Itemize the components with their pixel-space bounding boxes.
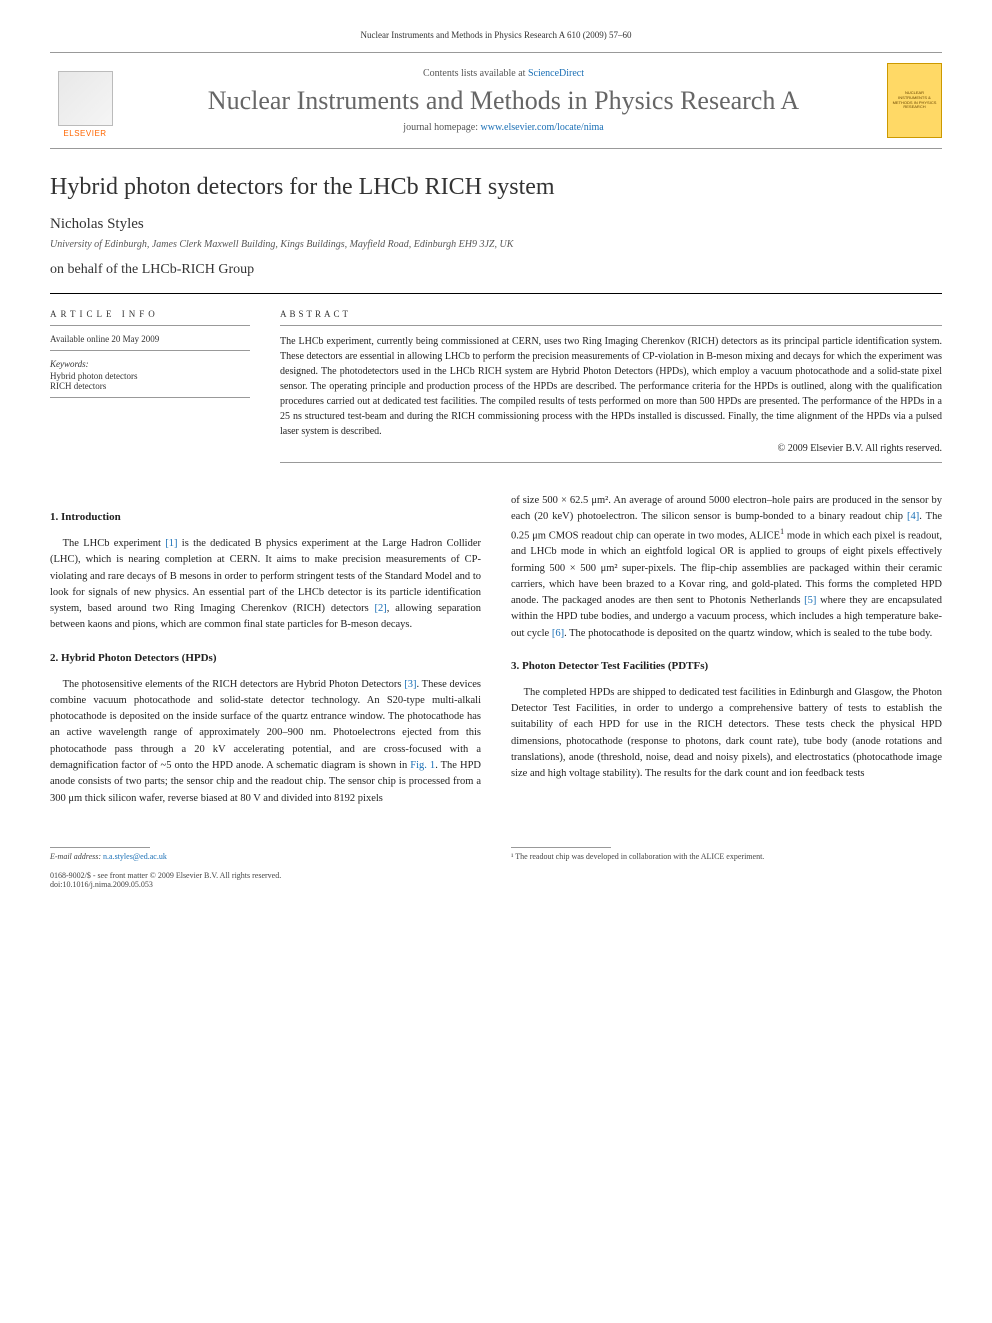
homepage-line: journal homepage: www.elsevier.com/locat… (130, 122, 877, 133)
fig-1-link[interactable]: Fig. 1 (410, 760, 435, 771)
ref-2-link[interactable]: [2] (375, 603, 387, 614)
article-info-block: ARTICLE INFO Available online 20 May 200… (50, 309, 250, 463)
footer-divider (50, 847, 150, 848)
section-2-paragraph-1: The photosensitive elements of the RICH … (50, 677, 481, 807)
abstract-copyright: © 2009 Elsevier B.V. All rights reserved… (280, 443, 942, 463)
masthead-center: Contents lists available at ScienceDirec… (120, 68, 887, 133)
journal-name: Nuclear Instruments and Methods in Physi… (130, 85, 877, 116)
footer-right: ¹ The readout chip was developed in coll… (511, 847, 942, 889)
journal-cover-thumbnail: NUCLEAR INSTRUMENTS & METHODS IN PHYSICS… (887, 63, 942, 138)
divider (50, 293, 942, 294)
masthead: ELSEVIER Contents lists available at Sci… (50, 52, 942, 149)
contents-prefix: Contents lists available at (423, 68, 528, 79)
ref-1-link[interactable]: [1] (165, 538, 177, 549)
on-behalf-line: on behalf of the LHCb-RICH Group (50, 262, 942, 278)
abstract-heading: ABSTRACT (280, 309, 942, 326)
keyword-2: RICH detectors (50, 381, 250, 391)
ref-6-link[interactable]: [6] (552, 628, 564, 639)
keyword-1: Hybrid photon detectors (50, 371, 250, 381)
ref-5-link[interactable]: [5] (804, 595, 816, 606)
body-columns: 1. Introduction The LHCb experiment [1] … (50, 493, 942, 807)
left-column: 1. Introduction The LHCb experiment [1] … (50, 493, 481, 807)
email-line: E-mail address: n.a.styles@ed.ac.uk (50, 852, 481, 861)
info-abstract-row: ARTICLE INFO Available online 20 May 200… (50, 309, 942, 463)
ref-4-link[interactable]: [4] (907, 511, 919, 522)
article-title: Hybrid photon detectors for the LHCb RIC… (50, 174, 942, 201)
article-info-heading: ARTICLE INFO (50, 309, 250, 326)
section-1-paragraph: The LHCb experiment [1] is the dedicated… (50, 536, 481, 634)
ref-3-link[interactable]: [3] (404, 679, 416, 690)
keywords-label: Keywords: (50, 359, 250, 369)
section-3-heading: 3. Photon Detector Test Facilities (PDTF… (511, 658, 942, 675)
email-label: E-mail address: (50, 852, 103, 861)
elsevier-logo: ELSEVIER (50, 63, 120, 138)
homepage-link[interactable]: www.elsevier.com/locate/nima (481, 122, 604, 133)
section-2-paragraph-2: of size 500 × 62.5 μm². An average of ar… (511, 493, 942, 642)
affiliation: University of Edinburgh, James Clerk Max… (50, 239, 942, 250)
section-1-heading: 1. Introduction (50, 509, 481, 526)
right-column: of size 500 × 62.5 μm². An average of ar… (511, 493, 942, 807)
footer: E-mail address: n.a.styles@ed.ac.uk 0168… (50, 847, 942, 889)
issn-line: 0168-9002/$ - see front matter © 2009 El… (50, 871, 481, 880)
elsevier-label: ELSEVIER (63, 129, 106, 138)
abstract-text: The LHCb experiment, currently being com… (280, 334, 942, 439)
footer-divider (511, 847, 611, 848)
footnote-1: ¹ The readout chip was developed in coll… (511, 852, 942, 861)
homepage-prefix: journal homepage: (403, 122, 480, 133)
abstract-block: ABSTRACT The LHCb experiment, currently … (280, 309, 942, 463)
email-link[interactable]: n.a.styles@ed.ac.uk (103, 852, 167, 861)
running-head: Nuclear Instruments and Methods in Physi… (50, 30, 942, 40)
contents-line: Contents lists available at ScienceDirec… (130, 68, 877, 79)
sciencedirect-link[interactable]: ScienceDirect (528, 68, 584, 79)
author-name: Nicholas Styles (50, 216, 942, 233)
footer-left: E-mail address: n.a.styles@ed.ac.uk 0168… (50, 847, 481, 889)
divider (50, 397, 250, 398)
doi-line: doi:10.1016/j.nima.2009.05.053 (50, 880, 481, 889)
available-online: Available online 20 May 2009 (50, 334, 250, 351)
section-2-heading: 2. Hybrid Photon Detectors (HPDs) (50, 650, 481, 667)
elsevier-tree-icon (58, 71, 113, 126)
section-3-paragraph: The completed HPDs are shipped to dedica… (511, 685, 942, 783)
